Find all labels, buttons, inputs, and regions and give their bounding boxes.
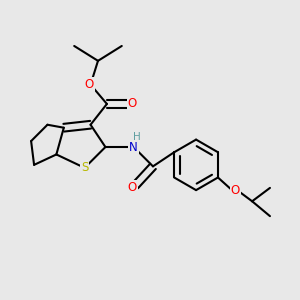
Text: N: N [129, 140, 138, 154]
Text: O: O [128, 181, 137, 194]
Text: O: O [128, 98, 137, 110]
Text: O: O [84, 78, 94, 91]
Text: S: S [81, 161, 88, 174]
Text: O: O [231, 184, 240, 197]
Text: H: H [133, 132, 140, 142]
